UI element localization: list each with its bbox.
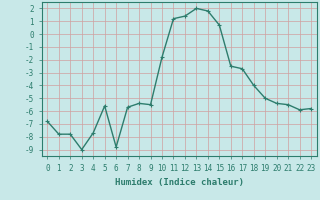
- X-axis label: Humidex (Indice chaleur): Humidex (Indice chaleur): [115, 178, 244, 187]
